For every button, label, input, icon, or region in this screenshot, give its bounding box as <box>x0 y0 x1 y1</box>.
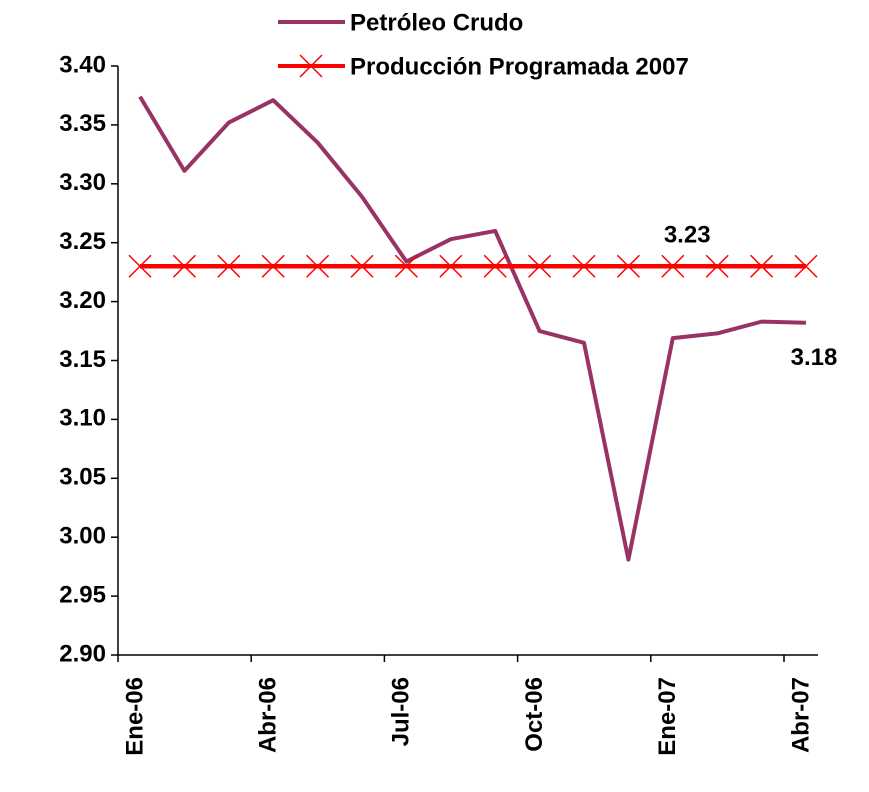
marker <box>306 254 330 278</box>
marker <box>128 254 152 278</box>
marker <box>261 254 285 278</box>
legend-label: Petróleo Crudo <box>350 9 523 36</box>
data-label: 3.18 <box>791 344 838 371</box>
x-tick-label: Oct-06 <box>521 677 548 752</box>
marker <box>439 254 463 278</box>
y-tick-label: 3.30 <box>59 169 106 196</box>
marker <box>394 254 418 278</box>
y-tick-label: 3.15 <box>59 346 106 373</box>
marker <box>217 254 241 278</box>
x-tick-label: Jul-06 <box>388 677 415 746</box>
x-tick-label: Abr-06 <box>255 677 282 753</box>
y-tick-label: 3.10 <box>59 405 106 432</box>
y-tick-label: 3.25 <box>59 228 106 255</box>
marker <box>750 254 774 278</box>
legend-marker <box>299 54 323 78</box>
y-tick-label: 3.40 <box>59 51 106 78</box>
marker <box>794 254 818 278</box>
x-tick-label: Ene-07 <box>654 677 681 756</box>
data-label: 3.23 <box>664 222 711 249</box>
y-tick-label: 3.35 <box>59 110 106 137</box>
marker <box>572 254 596 278</box>
marker <box>661 254 685 278</box>
marker <box>528 254 552 278</box>
marker <box>616 254 640 278</box>
marker <box>350 254 374 278</box>
y-tick-label: 3.20 <box>59 287 106 314</box>
marker <box>705 254 729 278</box>
x-tick-label: Ene-06 <box>121 677 148 756</box>
y-tick-label: 3.00 <box>59 523 106 550</box>
marker <box>483 254 507 278</box>
x-tick-label: Abr-07 <box>787 677 814 753</box>
y-tick-label: 3.05 <box>59 464 106 491</box>
y-tick-label: 2.95 <box>59 581 106 608</box>
series-line <box>138 95 807 562</box>
y-tick-label: 2.90 <box>59 640 106 667</box>
marker <box>172 254 196 278</box>
legend-label: Producción Programada 2007 <box>350 53 689 80</box>
